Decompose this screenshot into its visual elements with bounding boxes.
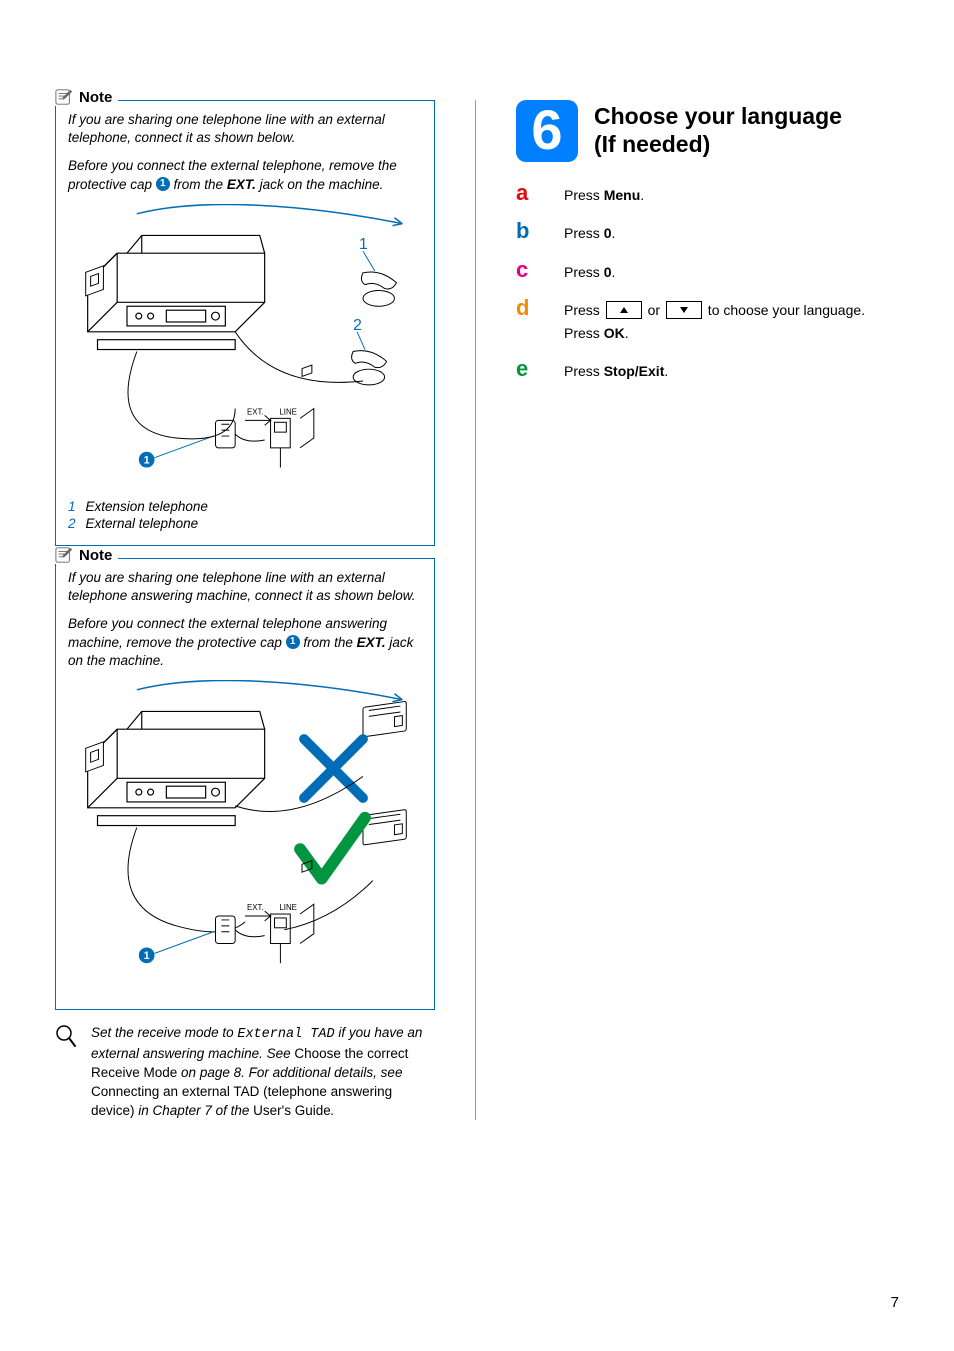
step-number: 6 — [531, 97, 562, 162]
substep-d-body: Press or to choose your language. Press … — [564, 299, 865, 344]
note1-para2: Before you connect the external telephon… — [68, 157, 422, 193]
protective-cap-badge: 1 — [156, 177, 170, 191]
note-box-2: Note If you are sharing one telephone li… — [55, 558, 435, 1010]
tip-t7: User's Guide — [253, 1103, 331, 1118]
sd-l2-pre: Press — [564, 325, 604, 341]
note-header-1: Note — [55, 88, 118, 106]
d1-ext-label: EXT. — [247, 407, 264, 416]
down-key-icon — [666, 301, 702, 319]
step-title-line2: (If needed) — [594, 131, 710, 157]
note2-para2-bold: EXT. — [357, 635, 386, 650]
tip-block: Set the receive mode to External TAD if … — [55, 1024, 435, 1120]
step-number-badge: 6 — [516, 100, 578, 162]
substep-a-body: Press Menu. — [564, 184, 644, 206]
note2-para2-mid: from the — [300, 635, 357, 650]
substep-e: e Press Stop/Exit. — [516, 360, 899, 382]
callout-1: 1 — [359, 236, 368, 253]
legend-1-text: Extension telephone — [86, 499, 208, 514]
sb-post: . — [611, 225, 615, 241]
sa-pre: Press — [564, 187, 604, 203]
sa-bold: Menu — [604, 187, 641, 203]
substep-c: c Press 0. — [516, 261, 899, 283]
tip-t1: Set the receive mode to — [91, 1025, 237, 1040]
substep-c-body: Press 0. — [564, 261, 615, 283]
callout-2: 2 — [353, 317, 362, 334]
se-bold: Stop/Exit — [604, 363, 665, 379]
substep-b: b Press 0. — [516, 222, 899, 244]
left-column: Note If you are sharing one telephone li… — [55, 100, 435, 1120]
up-key-icon — [606, 301, 642, 319]
diagram-telephone-connection: 1 2 — [68, 204, 422, 489]
se-pre: Press — [564, 363, 604, 379]
tip-t6: in Chapter 7 of the — [135, 1103, 254, 1118]
substep-letter-b: b — [516, 220, 542, 242]
d2-badge: 1 — [144, 950, 150, 962]
substep-letter-d: d — [516, 297, 542, 319]
sb-pre: Press — [564, 225, 604, 241]
d2-line-label: LINE — [279, 903, 296, 912]
magnifier-icon — [55, 1024, 77, 1120]
protective-cap-badge-2: 1 — [286, 635, 300, 649]
legend-2-num: 2 — [68, 516, 76, 531]
tip-t8: . — [331, 1103, 335, 1118]
substep-a: a Press Menu. — [516, 184, 899, 206]
sd-l2-post: . — [625, 325, 629, 341]
step-title: Choose your language (If needed) — [594, 103, 842, 158]
note-title: Note — [79, 89, 112, 106]
legend-1: 1 Extension telephone — [68, 499, 422, 514]
legend-1-num: 1 — [68, 499, 76, 514]
step-header: 6 Choose your language (If needed) — [516, 100, 899, 162]
tip-mono: External TAD — [237, 1027, 334, 1042]
page-columns: Note If you are sharing one telephone li… — [55, 100, 899, 1120]
substep-letter-c: c — [516, 259, 542, 281]
note2-para1: If you are sharing one telephone line wi… — [68, 569, 422, 605]
substep-d: d Press or to choose your language. Pres… — [516, 299, 899, 344]
pencil-note-icon — [55, 546, 73, 564]
sc-pre: Press — [564, 264, 604, 280]
right-column: 6 Choose your language (If needed) a Pre… — [516, 100, 899, 1120]
se-post: . — [664, 363, 668, 379]
pencil-note-icon — [55, 88, 73, 106]
substep-letter-e: e — [516, 358, 542, 380]
note1-para2-bold: EXT. — [227, 177, 256, 192]
sc-post: . — [611, 264, 615, 280]
legend-2-text: External telephone — [86, 516, 199, 531]
note-title-2: Note — [79, 547, 112, 564]
note1-para2-post: jack on the machine. — [256, 177, 384, 192]
substep-b-body: Press 0. — [564, 222, 615, 244]
substep-e-body: Press Stop/Exit. — [564, 360, 668, 382]
sd-l2-bold: OK — [604, 325, 625, 341]
note-header-2: Note — [55, 546, 118, 564]
note1-para1: If you are sharing one telephone line wi… — [68, 111, 422, 147]
d1-line-label: LINE — [279, 407, 296, 416]
sa-post: . — [640, 187, 644, 203]
sd-post: to choose your language. — [704, 302, 865, 318]
column-divider — [475, 100, 476, 1120]
page-number: 7 — [891, 1294, 899, 1311]
substep-letter-a: a — [516, 182, 542, 204]
note1-para2-mid: from the — [170, 177, 227, 192]
sd-mid: or — [644, 302, 664, 318]
tip-t4: on page 8. For additional details, see — [177, 1065, 402, 1080]
note-box-1: Note If you are sharing one telephone li… — [55, 100, 435, 546]
substeps: a Press Menu. b Press 0. c Press 0. d — [516, 184, 899, 382]
step-title-line1: Choose your language — [594, 103, 842, 129]
note2-para2: Before you connect the external telephon… — [68, 615, 422, 670]
d2-ext-label: EXT. — [247, 903, 264, 912]
diagram-tad-connection: EXT. LINE — [68, 680, 422, 985]
legend-2: 2 External telephone — [68, 516, 422, 531]
sd-pre: Press — [564, 302, 604, 318]
tip-text: Set the receive mode to External TAD if … — [91, 1024, 435, 1120]
d1-badge: 1 — [144, 454, 150, 466]
